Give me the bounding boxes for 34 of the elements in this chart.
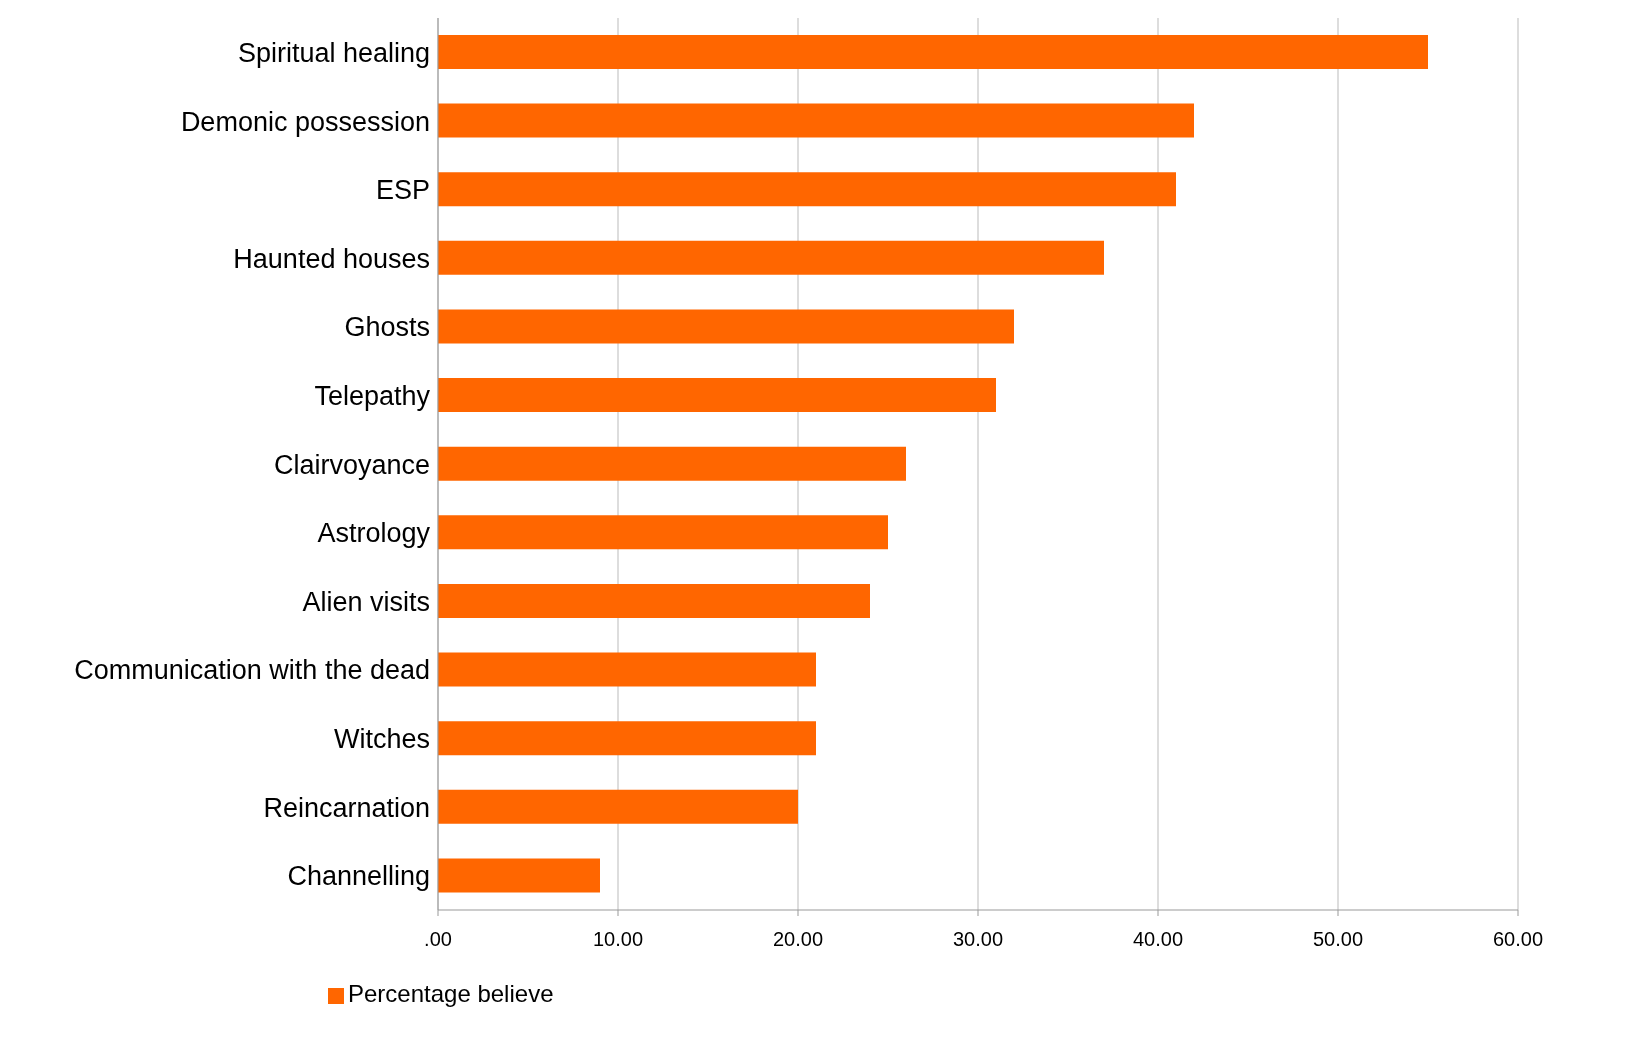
bar xyxy=(438,789,798,824)
y-tick-label: Demonic possession xyxy=(180,106,430,137)
y-tick-label: Ghosts xyxy=(344,312,430,343)
x-tick-label: 60.00 xyxy=(1492,928,1544,951)
y-tick-label: Haunted houses xyxy=(233,243,430,274)
x-tick-label: 40.00 xyxy=(1132,928,1184,951)
bar xyxy=(438,858,600,893)
bar xyxy=(438,309,1014,344)
x-tick-label: 50.00 xyxy=(1312,928,1364,951)
y-tick-label: Witches xyxy=(333,724,430,755)
y-tick-label: ESP xyxy=(375,175,430,206)
y-tick-label: Telepathy xyxy=(314,380,431,411)
y-tick-label: Reincarnation xyxy=(263,792,430,823)
y-tick-label: Alien visits xyxy=(302,586,430,617)
bar xyxy=(438,446,906,481)
y-tick-label: Channelling xyxy=(287,861,430,892)
legend-label: Percentage believe xyxy=(348,980,554,1007)
bar xyxy=(438,583,870,618)
y-tick-label: Astrology xyxy=(317,518,431,549)
y-tick-label: Clairvoyance xyxy=(273,449,430,480)
bar xyxy=(438,378,996,413)
bar xyxy=(438,515,888,550)
y-tick-label: Spiritual healing xyxy=(237,37,430,68)
x-tick-label: 20.00 xyxy=(772,928,824,951)
bar xyxy=(438,103,1194,138)
bar xyxy=(438,721,816,756)
bar xyxy=(438,240,1104,275)
bar xyxy=(438,172,1176,207)
x-tick-label: 10.00 xyxy=(592,928,644,951)
bar xyxy=(438,652,816,687)
y-tick-label: Communication with the dead xyxy=(74,655,430,686)
bar xyxy=(438,35,1428,69)
x-tick-label: .00 xyxy=(424,928,452,951)
x-tick-label: 30.00 xyxy=(952,928,1004,951)
